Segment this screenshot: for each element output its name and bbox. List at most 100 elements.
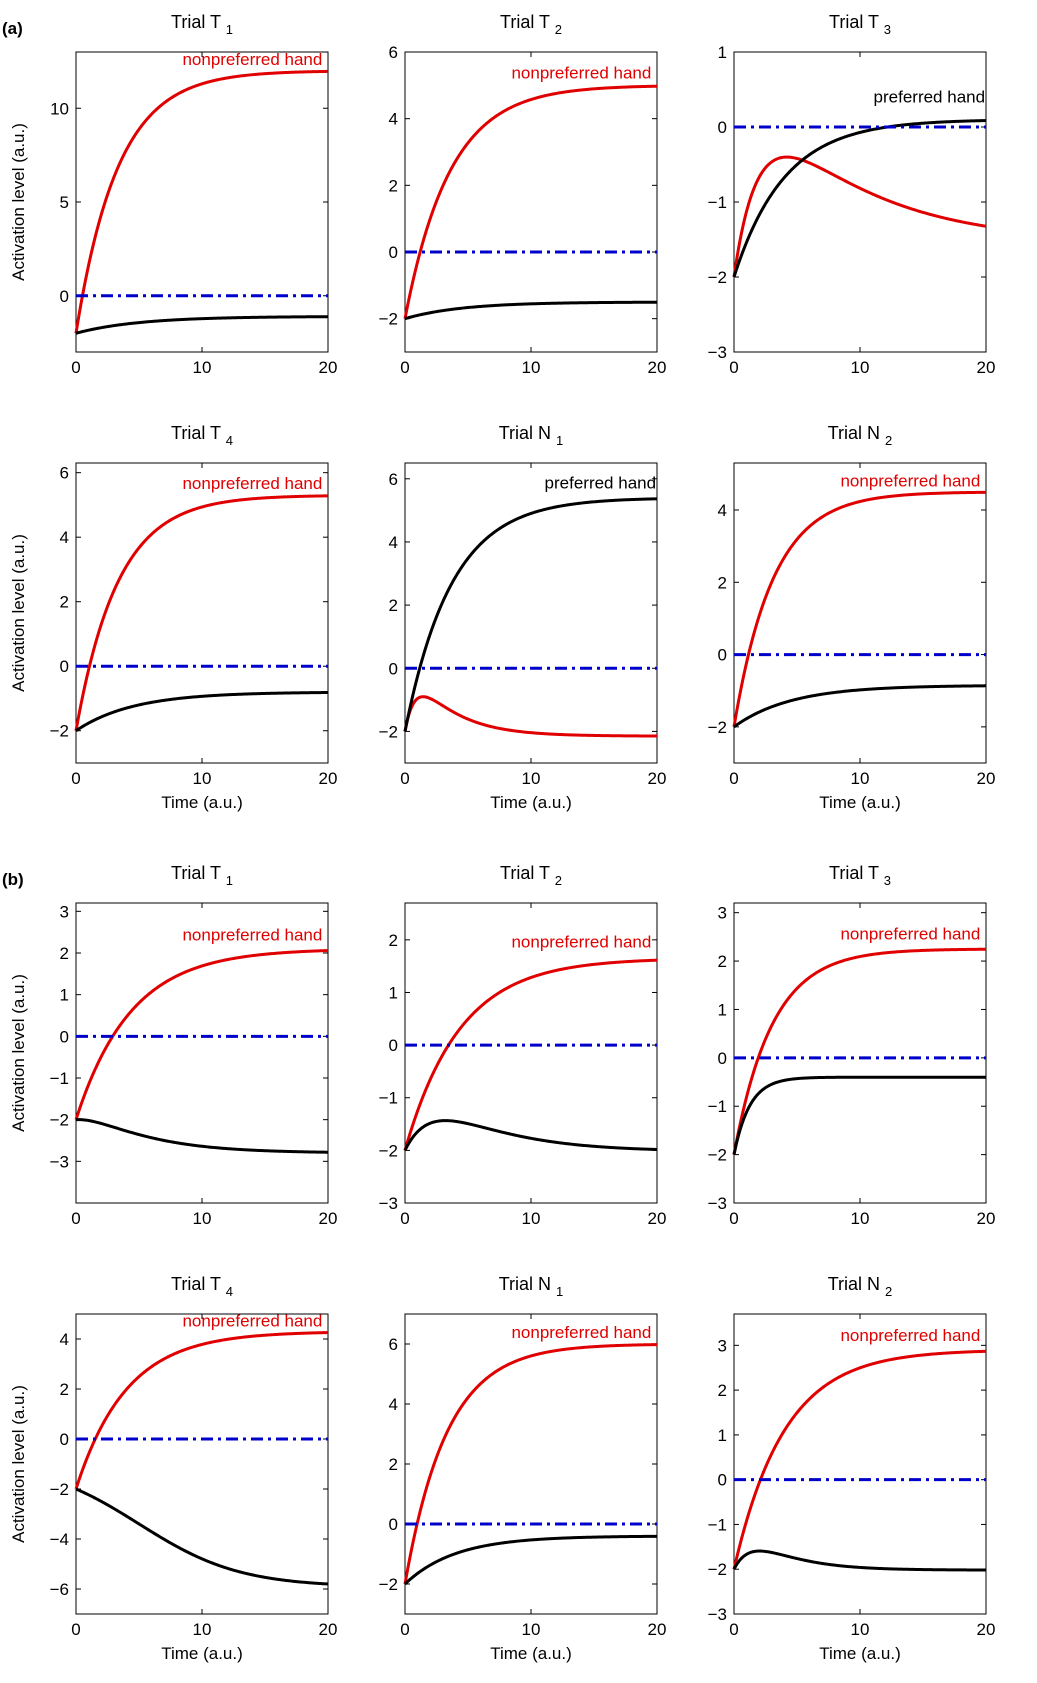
x-tick-label: 20 <box>648 1209 667 1228</box>
series-line-black <box>403 1119 658 1152</box>
y-tick-label: 0 <box>389 243 398 262</box>
y-tick-label: 2 <box>60 944 69 963</box>
y-tick-label: 1 <box>718 1426 727 1445</box>
y-tick-label: 4 <box>60 528 69 547</box>
y-tick-label: 2 <box>389 176 398 195</box>
y-tick-label: 1 <box>389 983 398 1002</box>
chart-title: Trial N 1 <box>499 423 564 448</box>
chart-title-main: Trial T <box>829 12 884 32</box>
chart-title-subscript: 1 <box>226 873 233 888</box>
y-tick-label: 4 <box>389 1395 398 1414</box>
y-tick-label: 2 <box>718 952 727 971</box>
series-line-black <box>75 1487 329 1586</box>
chart-title-main: Trial T <box>500 12 555 32</box>
x-tick-label: 0 <box>400 1620 409 1639</box>
y-tick-label: 0 <box>389 1036 398 1055</box>
chart-title: Trial T 4 <box>171 1274 233 1299</box>
y-tick-label: 1 <box>718 43 727 62</box>
chart-title-subscript: 4 <box>226 433 233 448</box>
x-tick-label: 20 <box>648 769 667 788</box>
axes-box <box>75 51 329 353</box>
x-tick-label: 10 <box>193 769 212 788</box>
series-line-black <box>404 300 658 321</box>
chart-title: Trial T 3 <box>829 863 891 888</box>
y-tick-label: −3 <box>708 343 727 362</box>
y-tick-label: −1 <box>379 1089 398 1108</box>
y-tick-label: 2 <box>389 931 398 950</box>
y-tick-label: −1 <box>708 193 727 212</box>
y-tick-label: −6 <box>50 1580 69 1599</box>
y-tick-label: 6 <box>389 1335 398 1354</box>
series-line-red <box>403 1343 658 1585</box>
x-tick-label: 20 <box>977 1209 996 1228</box>
y-tick-label: −2 <box>708 1146 727 1165</box>
y-tick-label: −3 <box>708 1605 727 1624</box>
y-tick-label: −3 <box>708 1194 727 1213</box>
series-line-red <box>732 155 987 278</box>
chart-title: Trial T 3 <box>829 12 891 37</box>
x-tick-label: 0 <box>400 1209 409 1228</box>
x-tick-label: 20 <box>648 1620 667 1639</box>
x-tick-label: 20 <box>648 358 667 377</box>
series-line-red <box>74 1331 329 1490</box>
chart-title: Trial T 4 <box>171 423 233 448</box>
y-tick-label: 1 <box>718 1000 727 1019</box>
chart-title-subscript: 2 <box>885 1284 892 1299</box>
series-line-red <box>403 84 658 319</box>
y-tick-label: −2 <box>50 1111 69 1130</box>
y-tick-label: 4 <box>718 501 727 520</box>
y-tick-label: −4 <box>50 1530 69 1549</box>
chart-4: Trial T 4 0 10 20 −2 0 2 4 6 Time (a.u.) Activatio… <box>9 423 337 812</box>
series-line-black <box>733 684 987 729</box>
axes-box <box>75 902 329 1204</box>
y-tick-label: 2 <box>718 573 727 592</box>
y-tick-label: 0 <box>718 118 727 137</box>
series-line-red <box>403 695 658 738</box>
series-annotation: nonpreferred hand <box>182 50 322 69</box>
x-tick-label: 0 <box>71 1209 80 1228</box>
y-axis-label: Activation level (a.u.) <box>9 974 28 1132</box>
y-tick-label: 2 <box>389 596 398 615</box>
series-line-red <box>732 490 987 728</box>
x-tick-label: 0 <box>729 1209 738 1228</box>
y-axis-label: Activation level (a.u.) <box>9 534 28 692</box>
x-tick-label: 0 <box>71 769 80 788</box>
x-tick-label: 0 <box>729 358 738 377</box>
chart-title: Trial T 1 <box>171 12 233 37</box>
x-axis-label: Time (a.u.) <box>819 793 901 812</box>
x-axis-label: Time (a.u.) <box>819 1644 901 1663</box>
series-line-black <box>75 315 329 335</box>
y-tick-label: −2 <box>708 268 727 287</box>
x-tick-label: 0 <box>729 769 738 788</box>
series-annotation: nonpreferred hand <box>840 471 980 490</box>
y-tick-label: 0 <box>718 1049 727 1068</box>
series-annotation: nonpreferred hand <box>840 924 980 943</box>
chart-title-main: Trial N <box>828 1274 885 1294</box>
y-tick-label: 0 <box>60 1430 69 1449</box>
chart-3: Trial T 3 0 10 20 −3 −2 −1 0 1 preferred hand <box>708 12 996 377</box>
chart-title-subscript: 2 <box>555 22 562 37</box>
chart-title-subscript: 4 <box>226 1284 233 1299</box>
y-axis-label: Activation level (a.u.) <box>9 123 28 281</box>
series-annotation: nonpreferred hand <box>511 1323 651 1342</box>
chart-title-subscript: 3 <box>884 22 891 37</box>
chart-title: Trial T 2 <box>500 12 562 37</box>
chart-title-subscript: 1 <box>226 22 233 37</box>
x-tick-label: 0 <box>400 769 409 788</box>
x-axis-label: Time (a.u.) <box>490 1644 572 1663</box>
y-tick-label: −2 <box>708 718 727 737</box>
series-annotation: nonpreferred hand <box>840 1326 980 1345</box>
y-tick-label: 6 <box>389 43 398 62</box>
x-tick-label: 20 <box>319 1209 338 1228</box>
chart-title-subscript: 1 <box>556 1284 563 1299</box>
chart-title-main: Trial T <box>500 863 555 883</box>
series-line-red <box>403 958 658 1151</box>
series-line-red <box>74 949 329 1121</box>
